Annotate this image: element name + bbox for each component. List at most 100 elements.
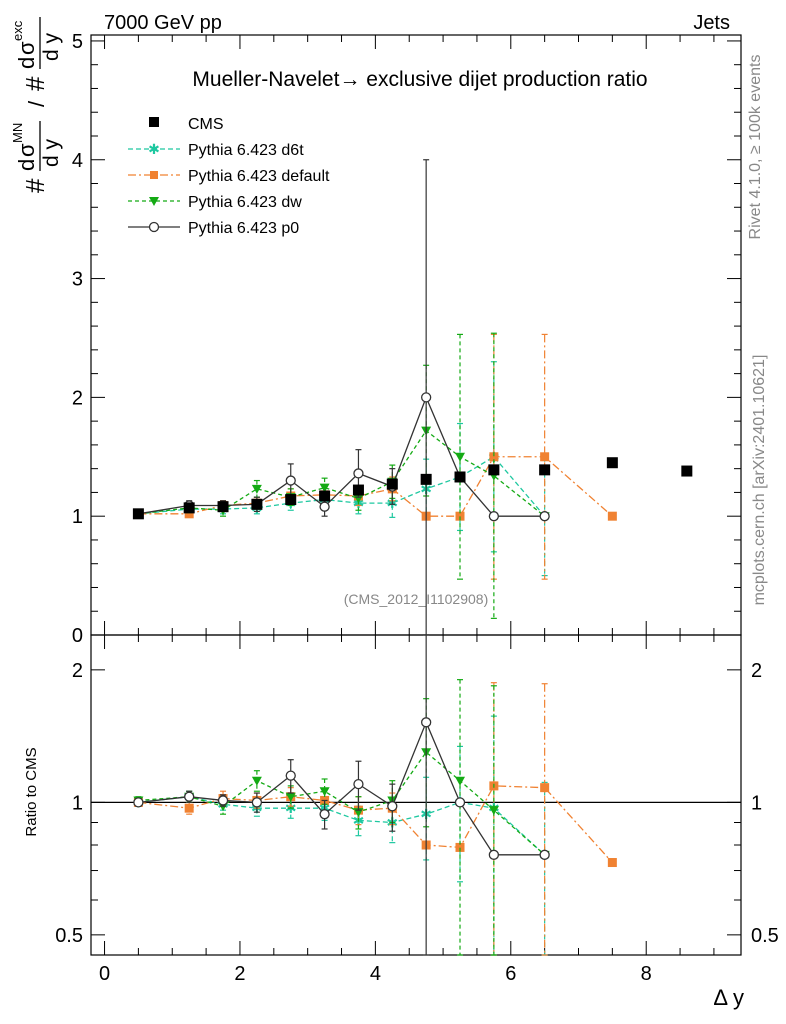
data-point xyxy=(251,797,263,808)
data-point xyxy=(184,791,195,802)
data-point xyxy=(217,795,229,806)
svg-text:MN: MN xyxy=(10,123,25,143)
analysis-watermark: (CMS_2012_I1102908) xyxy=(344,591,489,607)
data-point xyxy=(455,511,465,521)
data-point xyxy=(285,475,296,486)
ratio-panel-frame xyxy=(90,634,742,956)
data-point xyxy=(488,464,500,476)
svg-text:#: # xyxy=(20,178,50,193)
legend-entry-default: Pythia 6.423 default xyxy=(128,168,330,185)
data-point xyxy=(386,478,398,490)
ratio-y-tick-label: 1 xyxy=(72,792,83,814)
data-point xyxy=(606,457,618,469)
legend-entry-d6t: ✱ Pythia 6.423 d6t xyxy=(128,141,304,159)
data-point xyxy=(387,801,398,812)
ratio-y-axis-label: Ratio to CMS xyxy=(23,747,40,836)
data-point xyxy=(681,465,693,477)
data-point xyxy=(489,452,499,462)
series-line xyxy=(138,751,546,856)
ratio-y-tick-label-right: 1 xyxy=(751,792,762,814)
series-line xyxy=(138,455,546,517)
header-energy: 7000 GeV pp xyxy=(104,12,222,34)
data-point xyxy=(251,498,263,510)
x-tick-label: 0 xyxy=(99,963,110,985)
svg-text:/: / xyxy=(24,100,49,107)
y-tick-label: 1 xyxy=(72,506,83,528)
x-tick-label: 6 xyxy=(505,963,516,985)
data-point xyxy=(353,778,364,790)
svg-text:Pythia 6.423 default: Pythia 6.423 default xyxy=(188,168,330,185)
data-point xyxy=(353,468,364,479)
data-point xyxy=(132,508,144,520)
data-point xyxy=(421,717,432,728)
data-point xyxy=(285,494,297,506)
series-default xyxy=(133,682,617,956)
data-point xyxy=(539,849,550,860)
data-point xyxy=(285,770,296,781)
svg-text:#: # xyxy=(20,76,50,91)
y-tick-label: 2 xyxy=(72,387,83,409)
data-point xyxy=(540,452,550,462)
data-point xyxy=(454,797,466,808)
svg-text:d: d xyxy=(14,57,39,69)
svg-text:✱: ✱ xyxy=(148,141,160,157)
x-tick-label: 4 xyxy=(370,963,381,985)
data-point xyxy=(183,502,195,514)
axes: 0 1 2 3 4 5 0 2 4 6 8 0.5 0.5 1 1 2 2 xyxy=(55,31,779,985)
data-point xyxy=(455,452,466,462)
data-point xyxy=(285,792,296,802)
data-point xyxy=(319,787,330,797)
data-point xyxy=(454,471,466,483)
chart-title: Mueller-Navelet→ exclusive dijet product… xyxy=(192,68,647,91)
data-point xyxy=(455,776,466,786)
data-point xyxy=(319,809,330,820)
data-point xyxy=(184,803,194,813)
data-point xyxy=(455,842,465,852)
data-point xyxy=(607,511,617,521)
series-line xyxy=(138,429,546,517)
series-dw xyxy=(133,332,550,619)
svg-text:Pythia 6.423 dw: Pythia 6.423 dw xyxy=(188,194,302,211)
legend-entry-cms: CMS xyxy=(149,116,224,133)
data-point xyxy=(319,490,331,502)
x-axis-label: Δ y xyxy=(713,985,744,1010)
series-p0 xyxy=(133,634,550,956)
legend-entry-dw: Pythia 6.423 dw xyxy=(128,194,302,211)
ratio-y-tick-label-right: 0.5 xyxy=(751,925,779,947)
svg-text:Pythia 6.423 d6t: Pythia 6.423 d6t xyxy=(188,142,304,159)
svg-text:σ: σ xyxy=(14,41,39,55)
data-point xyxy=(539,511,550,522)
svg-text:CMS: CMS xyxy=(188,116,224,133)
data-point xyxy=(352,484,364,496)
data-point xyxy=(607,858,617,868)
ratio-y-tick-label: 2 xyxy=(72,660,83,682)
y-tick-label: 3 xyxy=(72,269,83,291)
series-cms xyxy=(132,457,693,520)
svg-text:d y: d y xyxy=(40,138,63,167)
series-dw xyxy=(133,679,550,956)
data-point xyxy=(319,483,330,493)
data-point xyxy=(540,783,550,793)
chart-marks: ✱✱✱✱✱✱✱✱✱✱✱✱✱✱✱✱✱✱✱✱✱✱✱✱ xyxy=(132,159,693,956)
series-d6t: ✱✱✱✱✱✱✱✱✱✱✱✱ xyxy=(133,715,551,956)
legend-entry-p0: Pythia 6.423 p0 xyxy=(128,220,299,237)
data-point xyxy=(319,501,330,512)
data-point xyxy=(184,509,194,519)
rivet-version-label: Rivet 4.1.0, ≥ 100k events xyxy=(747,55,764,240)
svg-text:d: d xyxy=(14,159,39,171)
ratio-y-tick-label: 0.5 xyxy=(55,925,83,947)
y-tick-label: 4 xyxy=(72,150,83,172)
data-point xyxy=(539,464,551,476)
y-tick-label: 0 xyxy=(72,625,83,647)
y-tick-label: 5 xyxy=(72,31,83,53)
data-point xyxy=(421,392,432,403)
series-line xyxy=(138,796,546,856)
data-point xyxy=(420,473,432,485)
legend: CMS ✱ Pythia 6.423 d6t Pythia 6.423 defa… xyxy=(128,116,330,237)
data-point xyxy=(133,797,144,808)
data-point xyxy=(488,511,500,522)
header-process: Jets xyxy=(693,12,730,34)
data-point xyxy=(217,501,229,513)
mcplots-label: mcplots.cern.ch [arXiv:2401.10621] xyxy=(751,355,768,606)
